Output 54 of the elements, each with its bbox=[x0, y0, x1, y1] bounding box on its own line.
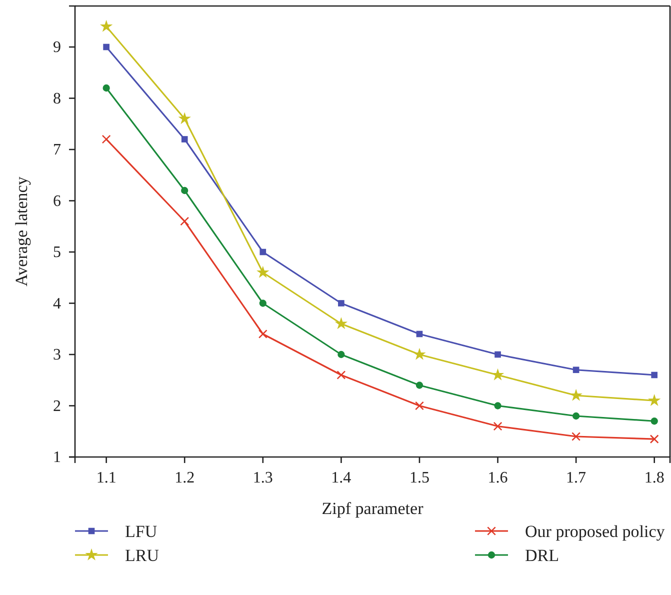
point bbox=[102, 84, 110, 92]
point bbox=[180, 216, 190, 226]
x-axis-title: Zipf parameter bbox=[322, 499, 424, 518]
x-tick-label: 1.1 bbox=[96, 469, 116, 486]
point bbox=[572, 432, 581, 441]
point bbox=[572, 366, 580, 374]
x-tick-label: 1.5 bbox=[409, 469, 430, 486]
point bbox=[338, 300, 344, 306]
y-tick-label: 3 bbox=[53, 346, 61, 364]
point bbox=[413, 348, 426, 360]
point bbox=[258, 330, 268, 338]
point bbox=[334, 317, 348, 330]
x-tick-label: 1.3 bbox=[252, 469, 273, 486]
point bbox=[572, 412, 580, 420]
x-tick-label: 1.4 bbox=[331, 469, 352, 486]
point bbox=[336, 370, 346, 380]
point bbox=[651, 372, 658, 378]
point bbox=[493, 422, 502, 431]
x-tick-label: 1.7 bbox=[566, 469, 586, 486]
x-tick-label: 1.6 bbox=[488, 469, 508, 486]
y-tick-label: 2 bbox=[53, 398, 61, 415]
point bbox=[416, 382, 424, 389]
legend-label: LRU bbox=[125, 546, 159, 565]
point bbox=[260, 248, 266, 256]
point bbox=[494, 351, 501, 358]
legend-label: LFU bbox=[125, 522, 158, 541]
point bbox=[103, 44, 110, 50]
y-axis-title: Average latency bbox=[12, 176, 31, 286]
y-tick-label: 7 bbox=[53, 142, 61, 159]
point bbox=[416, 330, 423, 338]
point bbox=[650, 418, 658, 425]
point bbox=[256, 266, 270, 278]
point bbox=[414, 401, 424, 410]
legend-label: Our proposed policy bbox=[525, 522, 666, 541]
point bbox=[494, 402, 502, 410]
y-tick-label: 6 bbox=[53, 192, 61, 210]
point bbox=[181, 186, 188, 194]
y-tick-label: 1 bbox=[53, 449, 61, 466]
y-tick-label: 4 bbox=[53, 295, 61, 312]
point bbox=[181, 136, 188, 142]
point bbox=[100, 20, 113, 32]
x-tick-label: 1.8 bbox=[644, 469, 664, 486]
point bbox=[491, 368, 504, 380]
point bbox=[178, 112, 191, 124]
point bbox=[650, 434, 659, 444]
point bbox=[102, 134, 111, 144]
y-tick-label: 5 bbox=[53, 244, 61, 262]
point bbox=[259, 300, 266, 307]
point bbox=[648, 394, 661, 406]
y-tick-label: 8 bbox=[53, 90, 61, 108]
point bbox=[338, 350, 345, 358]
y-tick-label: 9 bbox=[53, 39, 61, 56]
x-tick-label: 1.2 bbox=[174, 469, 195, 486]
legend-label: DRL bbox=[525, 546, 559, 565]
